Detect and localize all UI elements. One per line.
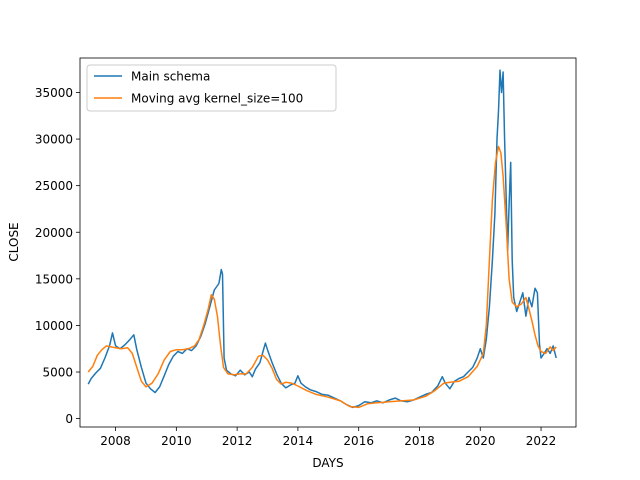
x-tick-label: 2020	[465, 434, 496, 448]
x-tick-label: 2022	[526, 434, 557, 448]
series-line-0	[87, 69, 557, 409]
legend-box	[86, 64, 337, 112]
x-tick-label: 2018	[404, 434, 435, 448]
plot-area	[79, 57, 577, 428]
x-tick-label: 2010	[161, 434, 192, 448]
y-axis: 0 5000 10000 15000 20000 25000 30000 35000	[35, 86, 80, 426]
legend-label-main-schema: Main schema	[131, 70, 210, 84]
series-line-1	[87, 145, 557, 409]
x-tick-label: 2012	[222, 434, 253, 448]
y-tick-label: 15000	[35, 272, 73, 286]
x-tick-label: 2008	[100, 434, 131, 448]
y-tick-label: 10000	[35, 319, 73, 333]
x-axis: 2008 2010 2012 2014 2016 2018 2020 2022	[100, 427, 556, 448]
y-axis-label: CLOSE	[7, 222, 21, 261]
y-tick-label: 30000	[35, 133, 73, 147]
legend-label-moving-avg: Moving avg kernel_size=100	[131, 92, 303, 106]
x-tick-label: 2016	[343, 434, 374, 448]
y-tick-label: 20000	[35, 226, 73, 240]
y-tick-label: 0	[65, 412, 73, 426]
y-tick-label: 25000	[35, 179, 73, 193]
x-tick-label: 2014	[283, 434, 314, 448]
legend: Main schema Moving avg kernel_size=100	[86, 64, 337, 112]
series-layer	[87, 69, 557, 409]
x-axis-label: DAYS	[312, 456, 343, 470]
y-tick-label: 35000	[35, 86, 73, 100]
y-tick-label: 5000	[42, 366, 73, 380]
